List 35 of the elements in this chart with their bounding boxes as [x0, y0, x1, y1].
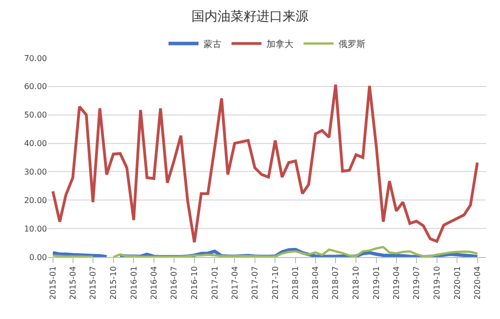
- x-tick-label: 2017-10: [270, 266, 280, 300]
- x-tick-label: 2018-04: [311, 266, 320, 300]
- line-series: [51, 83, 479, 244]
- x-tick-label: 2019-07: [412, 266, 422, 300]
- chart-title: 国内油菜籽进口来源: [192, 9, 308, 24]
- y-tick-label: 30.00: [24, 168, 47, 177]
- y-tick-label: 20.00: [24, 196, 47, 205]
- legend-label: 俄罗斯: [338, 39, 366, 50]
- x-tick-label: 2020-04: [472, 266, 482, 300]
- legend-label: 蒙古: [204, 39, 222, 50]
- y-tick-label: 0.00: [29, 252, 47, 262]
- x-tick-label: 2016-10: [190, 266, 199, 300]
- y-tick-label: 40.00: [24, 139, 47, 148]
- x-tick-label: 2018-07: [331, 266, 340, 300]
- x-tick-label: 2018-10: [352, 266, 361, 300]
- x-tick-label: 2016-01: [129, 266, 138, 300]
- x-tick-label: 2018-01: [291, 266, 300, 300]
- x-tick-label: 2019-10: [432, 266, 442, 300]
- y-tick-label: 50.00: [24, 110, 47, 120]
- y-tick-label: 10.00: [24, 224, 47, 234]
- x-tick-label: 2016-04: [149, 266, 158, 300]
- y-tick-label: 70.00: [24, 54, 47, 63]
- x-tick-label: 2016-07: [170, 266, 179, 300]
- legend-label: 加拿大: [266, 39, 294, 50]
- x-tick-label: 2017-07: [250, 266, 260, 300]
- x-tick-label: 2020-01: [452, 266, 462, 300]
- x-tick-label: 2019-04: [392, 266, 401, 300]
- x-tick-label: 2015-07: [88, 266, 98, 300]
- y-tick-label: 60.00: [24, 82, 47, 92]
- x-tick-label: 2019-01: [372, 266, 381, 300]
- x-tick-label: 2015-10: [108, 266, 118, 300]
- x-tick-label: 2017-01: [210, 266, 220, 300]
- x-tick-label: 2015-01: [48, 266, 58, 300]
- x-tick-label: 2017-04: [230, 266, 240, 300]
- x-tick-label: 2015-04: [68, 266, 78, 300]
